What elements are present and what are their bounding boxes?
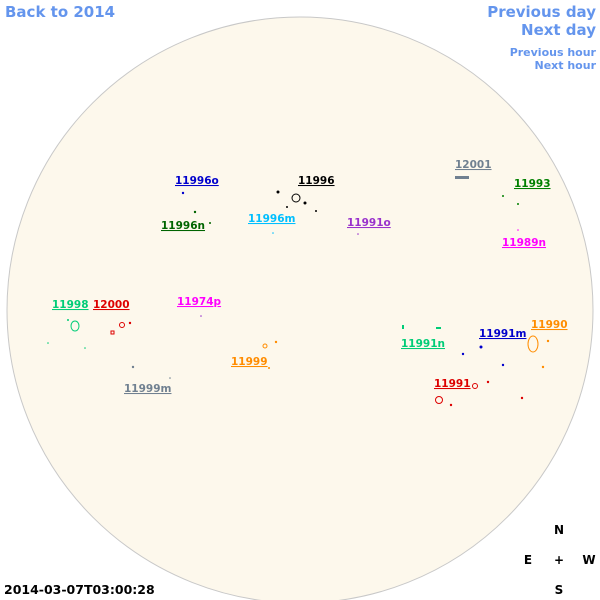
region-label[interactable]: 11991m — [479, 328, 527, 340]
region-label[interactable]: 11999 — [231, 356, 268, 368]
region-label[interactable]: 11991n — [401, 338, 445, 350]
compass-center: + — [554, 553, 564, 567]
region-label[interactable]: 11989n — [502, 237, 546, 249]
compass-east: E — [524, 553, 532, 567]
next-hour-link[interactable]: Next hour — [535, 59, 597, 72]
previous-hour-link[interactable]: Previous hour — [510, 46, 597, 59]
region-label[interactable]: 11991 — [434, 378, 471, 390]
region-label[interactable]: 11996m — [248, 213, 296, 225]
region-label[interactable]: 11998 — [52, 299, 89, 311]
previous-day-link[interactable]: Previous day — [487, 3, 596, 21]
region-label[interactable]: 12000 — [93, 299, 130, 311]
compass-west: W — [582, 553, 595, 567]
region-label[interactable]: 11996n — [161, 220, 205, 232]
region-label[interactable]: 11996o — [175, 175, 219, 187]
next-day-link[interactable]: Next day — [521, 21, 596, 39]
region-label[interactable]: 12001 — [455, 159, 492, 171]
region-label[interactable]: 11990 — [531, 319, 568, 331]
region-label[interactable]: 11999m — [124, 383, 172, 395]
region-label[interactable]: 11991o — [347, 217, 391, 229]
compass-south: S — [555, 583, 564, 597]
region-label[interactable]: 11993 — [514, 178, 551, 190]
timestamp: 2014-03-07T03:00:28 — [4, 582, 155, 597]
back-link[interactable]: Back to 2014 — [5, 3, 115, 21]
region-label[interactable]: 11996 — [298, 175, 335, 187]
compass-north: N — [554, 523, 564, 537]
region-label[interactable]: 11974p — [177, 296, 222, 308]
sunspots — [47, 176, 550, 407]
solar-disk — [6, 16, 594, 600]
